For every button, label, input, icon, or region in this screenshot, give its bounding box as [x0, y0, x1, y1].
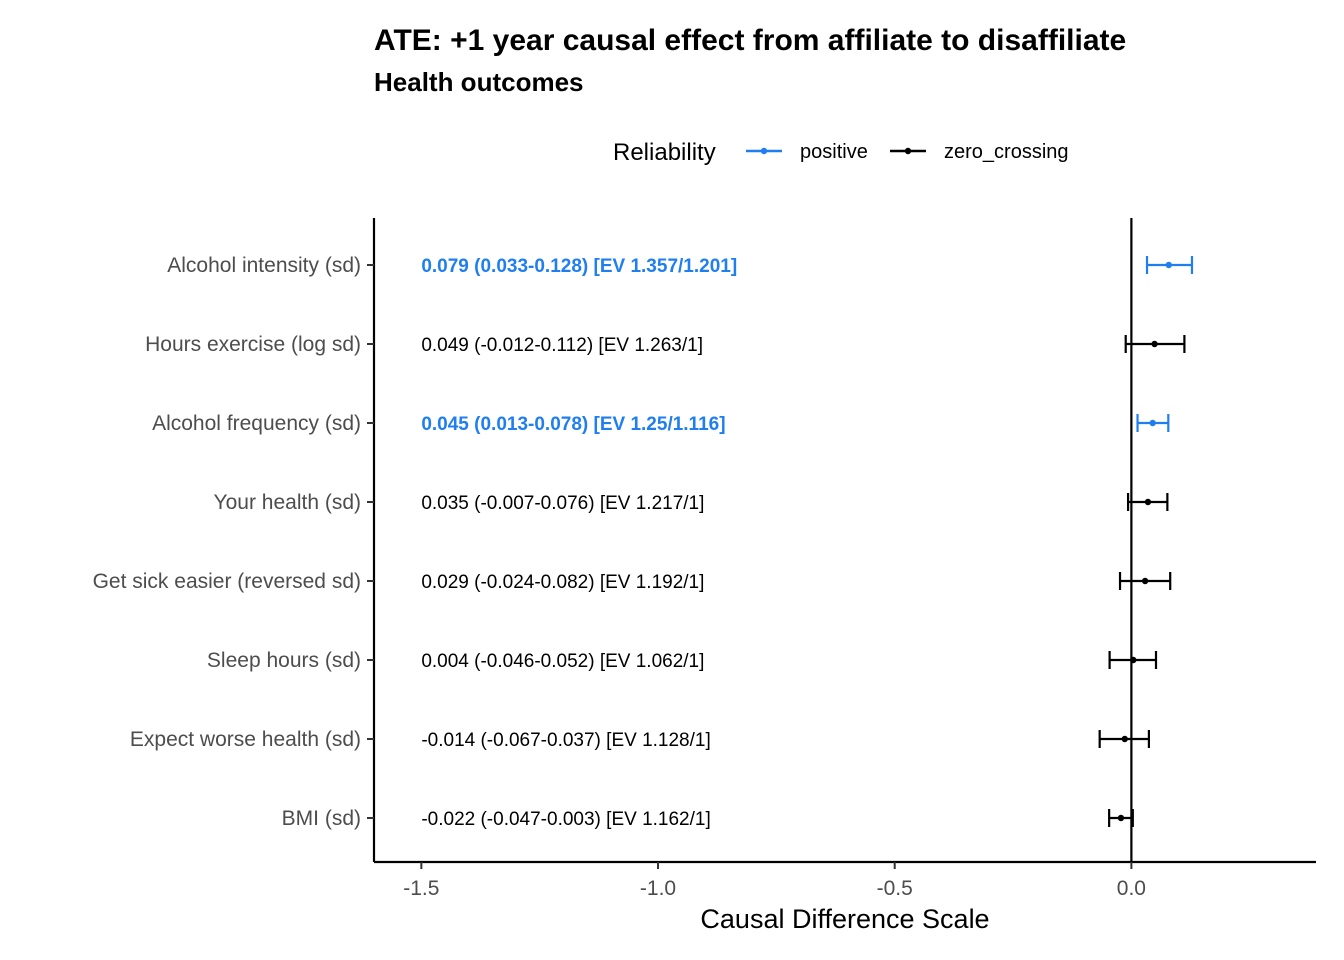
estimate-point — [1149, 419, 1156, 427]
estimate-point — [1130, 656, 1137, 664]
x-tick-label: -1.5 — [403, 877, 439, 900]
estimate-point — [1141, 577, 1149, 585]
x-tick-label: -1.0 — [640, 877, 676, 900]
y-tick-label: Sleep hours (sd) — [207, 649, 361, 672]
estimate-point — [1165, 261, 1172, 269]
estimate-annotation: -0.014 (-0.067-0.037) [EV 1.128/1] — [421, 730, 710, 751]
legend-title: Reliability — [613, 139, 716, 166]
estimate-point — [1117, 814, 1125, 822]
y-tick-label: Alcohol frequency (sd) — [152, 412, 361, 435]
y-tick-label: Alcohol intensity (sd) — [167, 254, 361, 277]
estimate-annotation: 0.049 (-0.012-0.112) [EV 1.263/1] — [421, 335, 703, 356]
estimate-point — [1151, 340, 1158, 348]
y-tick-label: BMI (sd) — [282, 807, 361, 830]
estimate-annotation: 0.004 (-0.046-0.052) [EV 1.062/1] — [421, 651, 704, 672]
y-tick-label: Hours exercise (log sd) — [145, 333, 361, 356]
estimate-annotation: 0.029 (-0.024-0.082) [EV 1.192/1] — [421, 572, 704, 593]
chart-subtitle: Health outcomes — [374, 67, 584, 97]
estimate-annotation: 0.045 (0.013-0.078) [EV 1.25/1.116] — [421, 414, 725, 435]
legend-key-point — [904, 147, 912, 155]
estimate-annotation: -0.022 (-0.047-0.003) [EV 1.162/1] — [421, 809, 710, 830]
estimate-annotation: 0.035 (-0.007-0.076) [EV 1.217/1] — [421, 493, 704, 514]
chart-title: ATE: +1 year causal effect from affiliat… — [374, 24, 1126, 57]
y-tick-label: Expect worse health (sd) — [130, 728, 361, 751]
y-tick-label: Your health (sd) — [214, 491, 361, 514]
legend-label: positive — [800, 141, 868, 163]
legend-label: zero_crossing — [944, 141, 1069, 163]
x-axis-label: Causal Difference Scale — [700, 904, 989, 934]
estimate-point — [1144, 498, 1152, 506]
estimate-point — [1121, 735, 1128, 743]
legend-entries: positive zero_crossing — [746, 141, 1069, 163]
plot-area: -1.5 -1.0 -0.5 0.0 Alcohol intensity (sd) 0.0… — [93, 218, 1316, 900]
x-tick-label: 0.0 — [1117, 877, 1146, 900]
estimate-annotation: 0.079 (0.033-0.128) [EV 1.357/1.201] — [421, 256, 737, 277]
y-tick-label: Get sick easier (reversed sd) — [93, 570, 361, 593]
x-tick-label: -0.5 — [877, 877, 913, 900]
legend: Reliability positive zero_crossing — [613, 139, 1069, 166]
legend-key-point — [760, 147, 768, 155]
